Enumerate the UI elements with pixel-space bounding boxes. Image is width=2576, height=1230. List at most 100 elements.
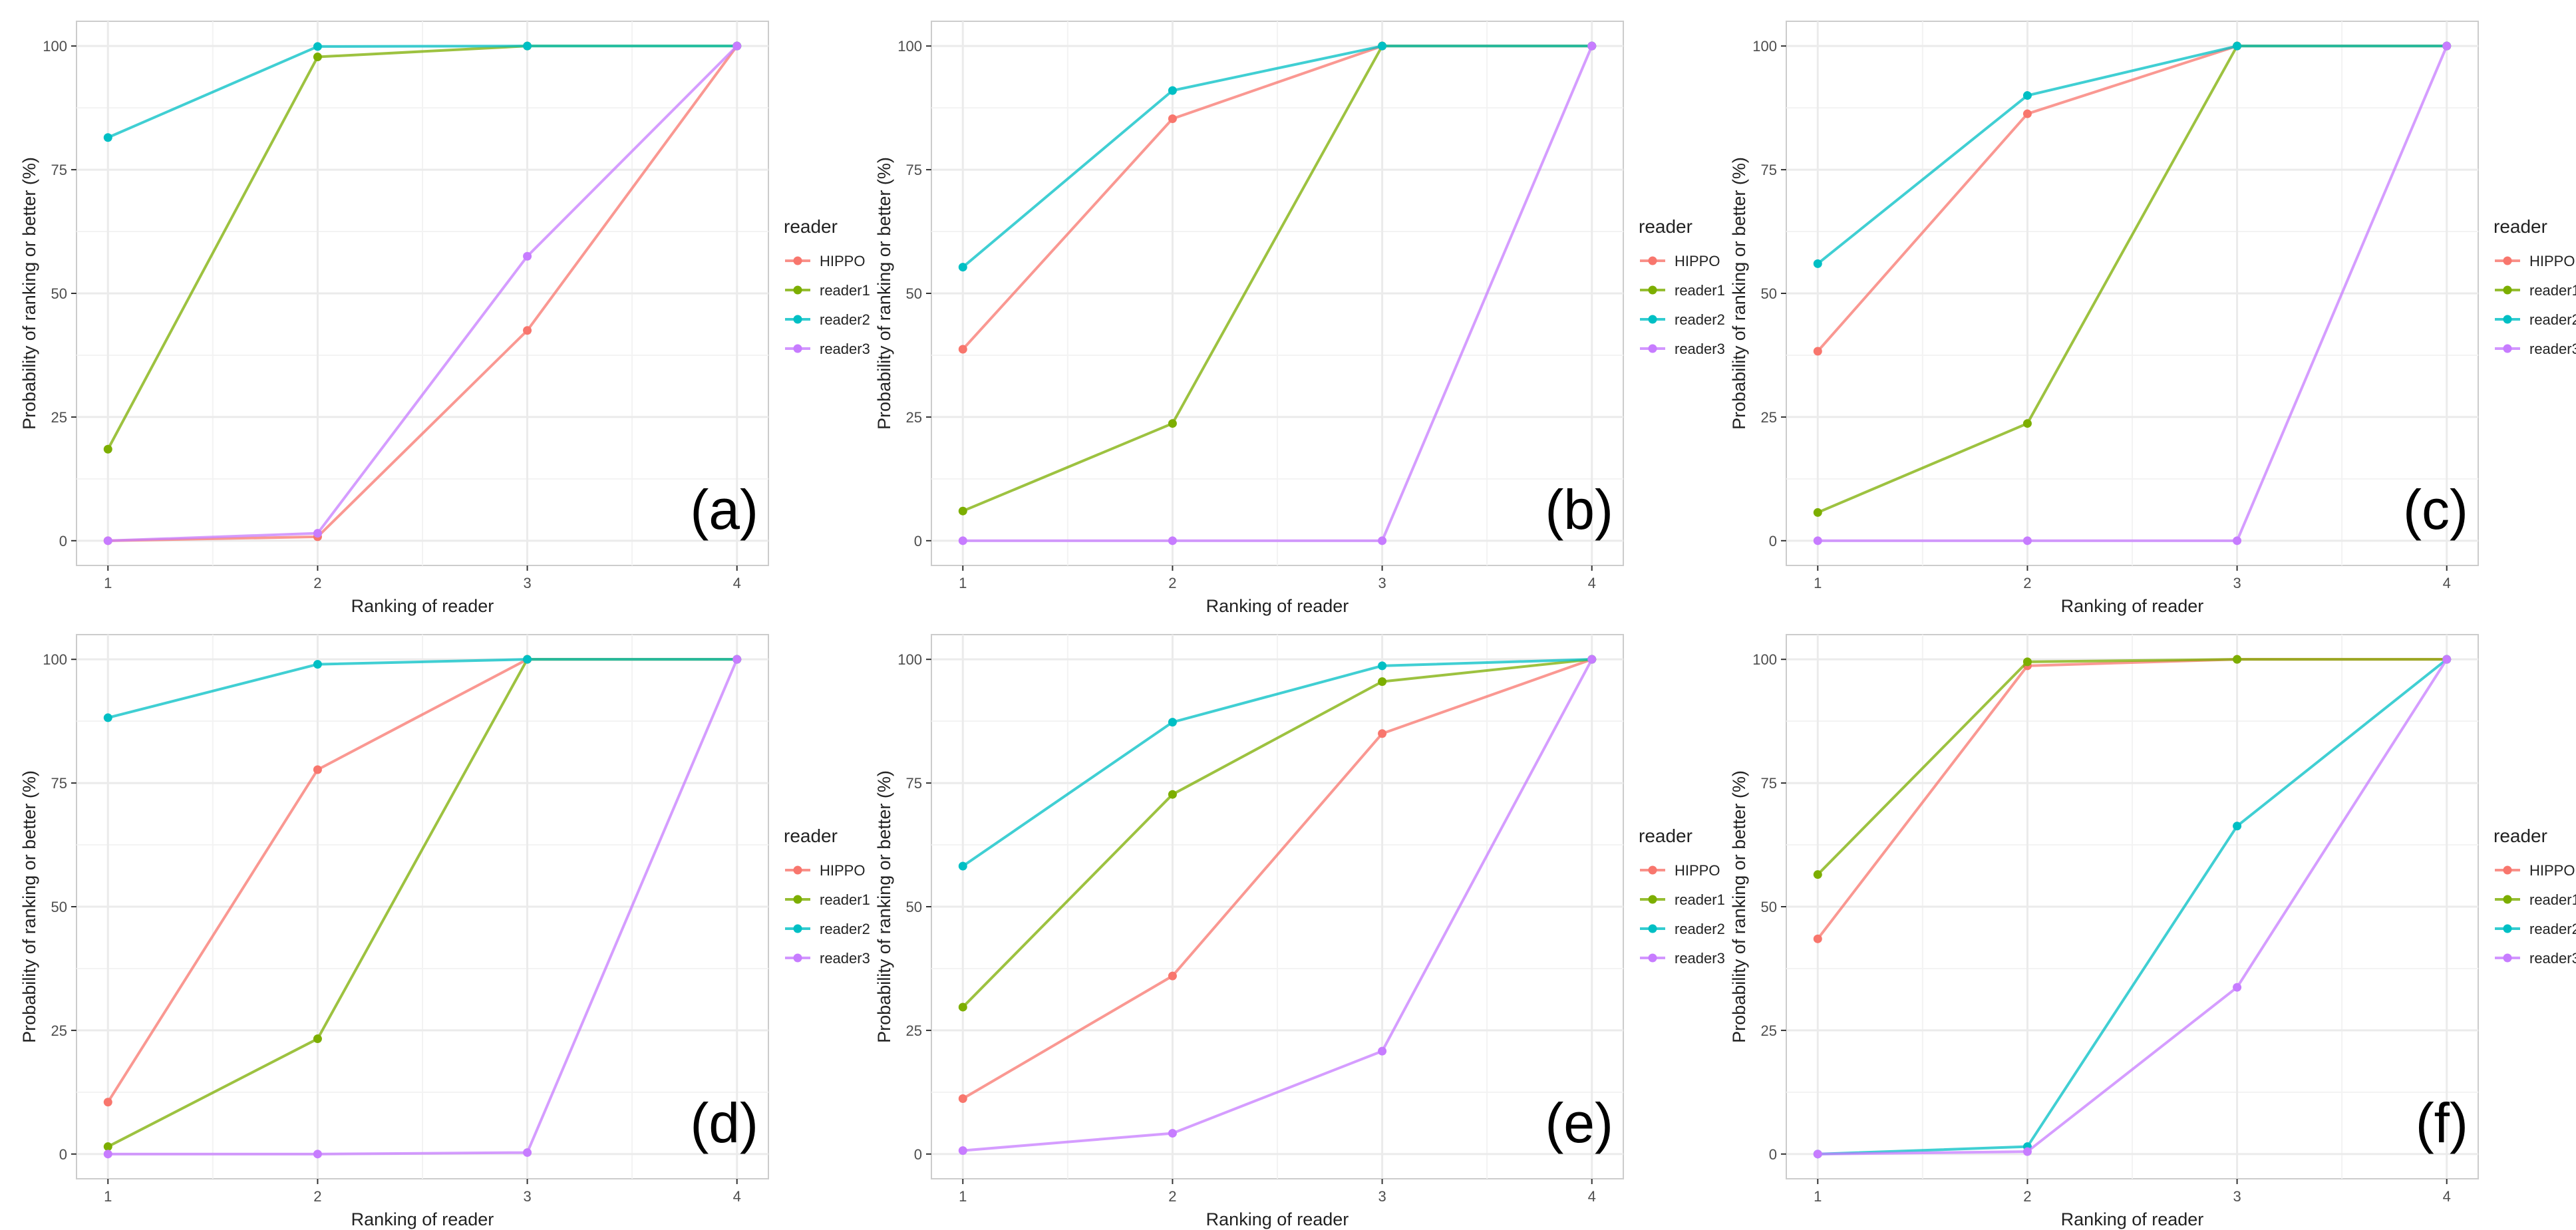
- panel-b: 1 2 3 4 0 25 50 75 100 Ranking of reader Probabili…: [874, 21, 1725, 616]
- panel-label: (d): [690, 1092, 758, 1154]
- data-point-HIPPO: [958, 345, 967, 354]
- legend-label: HIPPO: [820, 862, 865, 879]
- data-point-reader3: [1378, 536, 1387, 545]
- legend-item-reader1: reader1: [2495, 891, 2576, 908]
- legend-item-reader3: reader3: [2495, 950, 2576, 967]
- legend-label: HIPPO: [820, 253, 865, 269]
- data-point-reader1: [1168, 419, 1177, 428]
- legend-label: HIPPO: [1675, 253, 1720, 269]
- data-point-HIPPO: [2022, 109, 2032, 118]
- y-tick-label: 25: [906, 409, 922, 426]
- panel-label: (f): [2416, 1092, 2468, 1154]
- data-point-reader2: [958, 263, 967, 272]
- legend-label: HIPPO: [2529, 862, 2575, 879]
- legend-item-HIPPO: HIPPO: [2495, 862, 2575, 879]
- legend-label: HIPPO: [2529, 253, 2575, 269]
- data-point-HIPPO: [1813, 347, 1822, 356]
- data-point-reader1: [958, 506, 967, 516]
- legend-key-point: [1648, 256, 1657, 265]
- legend: reader HIPPO reader1 reader2 reader3: [784, 216, 870, 357]
- legend-key-point: [793, 344, 802, 353]
- y-tick-label: 50: [906, 899, 922, 915]
- data-point-HIPPO: [958, 1094, 967, 1104]
- x-axis-title: Ranking of reader: [1206, 596, 1349, 616]
- x-tick-label: 2: [1168, 575, 1176, 591]
- legend-key-point: [2503, 895, 2512, 904]
- data-point-reader3: [1378, 1046, 1387, 1056]
- data-point-reader2: [1168, 718, 1177, 727]
- y-tick-label: 0: [59, 1146, 67, 1163]
- data-point-reader3: [523, 1148, 532, 1157]
- x-axis-title: Ranking of reader: [351, 596, 494, 616]
- panel-label: (b): [1545, 478, 1613, 541]
- panel-e: 1 2 3 4 0 25 50 75 100 Ranking of reader Probabili…: [874, 634, 1725, 1229]
- x-tick-label: 3: [523, 575, 531, 591]
- legend-label: reader2: [2529, 921, 2576, 937]
- y-tick-label: 100: [897, 38, 922, 55]
- y-tick-label: 100: [1752, 38, 1777, 55]
- legend-title: reader: [2494, 216, 2547, 237]
- data-point-reader2: [103, 713, 112, 722]
- series-line-reader3: [108, 45, 738, 542]
- series-line-reader2: [1817, 45, 2447, 265]
- x-tick-label: 4: [733, 575, 741, 591]
- data-point-reader1: [958, 1002, 967, 1012]
- data-point-reader1: [2022, 657, 2032, 667]
- legend-item-reader1: reader1: [2495, 282, 2576, 299]
- series-line-reader3: [963, 45, 1593, 542]
- data-point-reader2: [313, 660, 322, 669]
- x-tick-label: 2: [2023, 1188, 2031, 1205]
- legend-key-point: [793, 924, 802, 933]
- legend-title: reader: [1639, 216, 1692, 237]
- x-tick-label: 3: [523, 1188, 531, 1205]
- legend-item-reader1: reader1: [785, 282, 870, 299]
- legend-key-point: [1648, 865, 1657, 875]
- x-axis-title: Ranking of reader: [2061, 596, 2204, 616]
- x-tick-label: 1: [959, 1188, 967, 1205]
- y-tick-label: 75: [51, 162, 67, 178]
- y-tick-label: 0: [914, 533, 922, 549]
- legend-item-reader1: reader1: [785, 891, 870, 908]
- data-point-reader2: [958, 861, 967, 871]
- x-tick-label: 1: [1814, 1188, 1822, 1205]
- series-line-reader1: [961, 658, 1592, 1008]
- x-tick-label: 3: [1378, 575, 1386, 591]
- data-point-reader1: [1813, 870, 1822, 879]
- x-tick-label: 1: [959, 575, 967, 591]
- data-point-reader3: [2233, 536, 2242, 545]
- data-point-reader3: [313, 1150, 322, 1159]
- legend-item-reader3: reader3: [785, 341, 870, 357]
- panel-f: 1 2 3 4 0 25 50 75 100 Ranking of reader Probabili…: [1729, 634, 2576, 1229]
- y-tick-label: 25: [51, 1022, 67, 1039]
- y-tick-label: 0: [59, 533, 67, 549]
- legend-item-reader3: reader3: [2495, 341, 2576, 357]
- y-axis-title: Probability of ranking or better (%): [874, 157, 894, 430]
- y-tick-label: 25: [906, 1022, 922, 1039]
- legend-key-point: [1648, 315, 1657, 324]
- y-tick-label: 50: [1761, 899, 1777, 915]
- series-line-reader3: [108, 659, 738, 1155]
- y-tick-label: 75: [906, 775, 922, 792]
- legend-label: reader1: [1675, 282, 1725, 299]
- data-point-reader2: [103, 133, 112, 142]
- data-point-reader2: [1378, 41, 1387, 51]
- series-line-reader3: [1818, 659, 2448, 1155]
- legend-item-reader2: reader2: [1640, 311, 1725, 328]
- data-point-reader3: [2022, 536, 2032, 545]
- x-axis-title: Ranking of reader: [351, 1209, 494, 1229]
- legend-key-point: [2503, 256, 2512, 265]
- legend-label: reader2: [1675, 921, 1725, 937]
- legend-key-point: [793, 315, 802, 324]
- data-point-reader3: [2233, 983, 2242, 992]
- legend-key-point: [2503, 924, 2512, 933]
- legend-key-point: [2503, 315, 2512, 324]
- y-axis-title: Probability of ranking or better (%): [1729, 157, 1749, 430]
- legend-key-point: [1648, 895, 1657, 904]
- data-point-reader3: [1587, 41, 1597, 51]
- series-line-reader1: [1816, 658, 2447, 876]
- legend-label: reader3: [1675, 950, 1725, 967]
- y-tick-label: 50: [51, 899, 67, 915]
- legend-item-reader2: reader2: [2495, 921, 2576, 937]
- y-tick-label: 100: [43, 38, 67, 55]
